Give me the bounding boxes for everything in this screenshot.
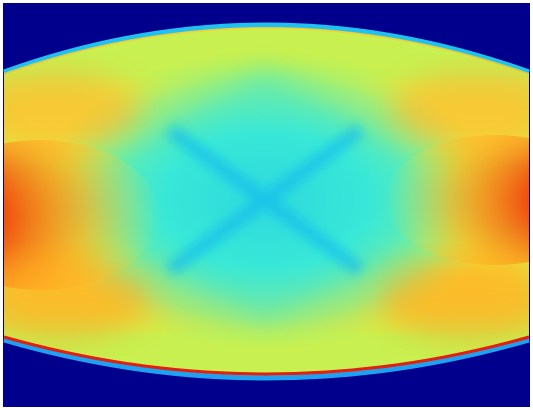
heatmap-image xyxy=(0,0,533,410)
lens-region xyxy=(0,0,533,410)
page xyxy=(0,0,533,410)
